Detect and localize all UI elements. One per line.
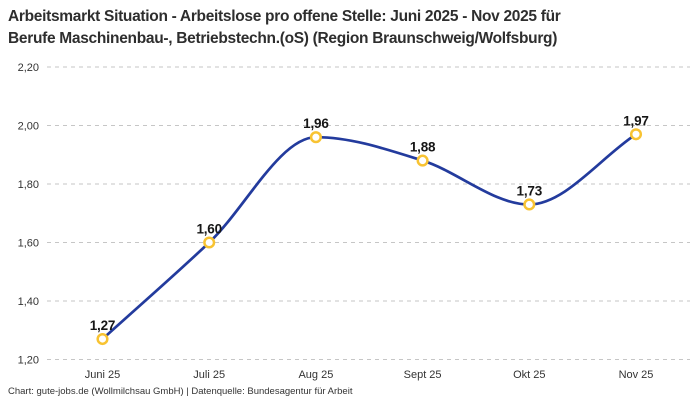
data-point-value-label: 1,27 [90,318,115,333]
data-point-marker [523,198,536,211]
x-axis-tick-label: Okt 25 [513,369,545,381]
chart-credit: Chart: gute-jobs.de (Wollmilchsau GmbH) … [8,386,353,397]
y-axis-tick-label: 1,20 [18,355,39,367]
data-point-value-label: 1,60 [196,222,221,237]
x-axis-tick-label: Sept 25 [404,369,442,381]
chart-title-line-1: Arbeitsmarkt Situation - Arbeitslose pro… [8,8,561,25]
y-axis-tick-label: 2,20 [18,62,39,74]
data-point-marker [203,236,216,249]
data-point-value-label: 1,97 [623,113,648,128]
y-axis-tick-label: 1,60 [18,238,39,250]
x-axis-tick-label: Juli 25 [193,369,225,381]
x-axis-tick-label: Juni 25 [85,369,120,381]
y-axis-tick-label: 2,00 [18,121,39,133]
y-axis-tick-label: 1,80 [18,179,39,191]
chart-title-line-2: Berufe Maschinenbau-, Betriebstechn.(oS)… [8,29,558,47]
data-point-value-label: 1,88 [410,140,436,155]
data-point-marker [96,332,109,346]
data-point-marker [309,131,322,144]
data-point-marker [629,128,643,141]
data-point-value-label: 1,96 [303,116,329,131]
data-point-marker [416,154,429,167]
x-axis-tick-label: Aug 25 [298,369,333,381]
data-point-value-label: 1,73 [517,183,543,198]
trend-line [101,132,638,341]
x-axis-tick-label: Nov 25 [619,369,654,381]
y-axis-tick-label: 1,40 [18,296,39,308]
chart-title: Arbeitsmarkt Situation - Arbeitslose pro… [8,6,561,49]
